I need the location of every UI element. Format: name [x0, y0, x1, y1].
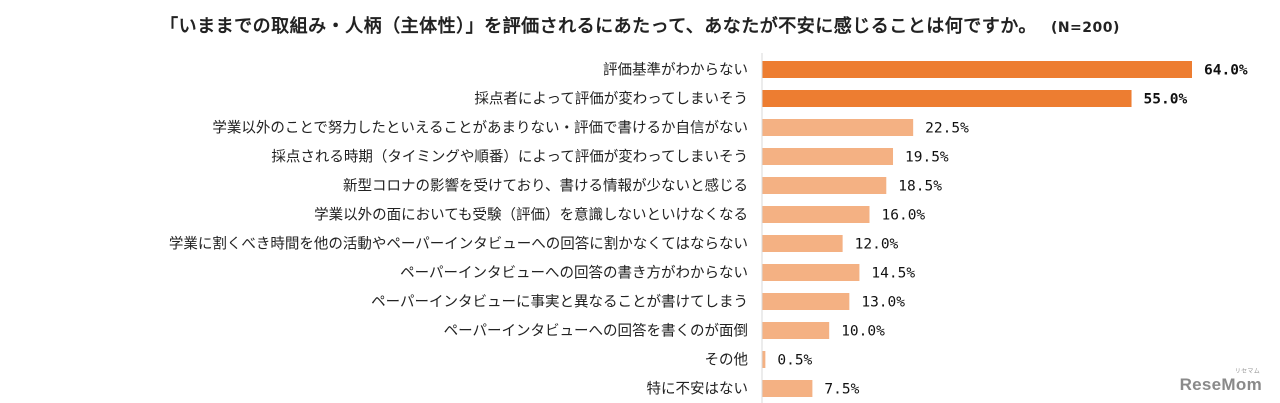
category-label: 採点者によって評価が変わってしまいそう [474, 91, 748, 108]
bar [762, 61, 1192, 78]
bar [762, 264, 860, 281]
category-label: 評価基準がわからない [603, 62, 748, 79]
value-label: 19.5% [905, 150, 949, 166]
category-label: 学業以外のことで努力したといえることがあまりない・評価で書けるか自信がない [212, 120, 748, 137]
value-label: 13.0% [861, 295, 905, 311]
chart-title-text: 「いままでの取組み・人柄（主体性）」を評価されるにあたって、あなたが不安に感じる… [160, 16, 1037, 37]
category-label: 新型コロナの影響を受けており、書ける情報が少ないと感じる [343, 177, 748, 195]
category-label: ペーパーインタビューに事実と異なることが書けてしまう [371, 294, 748, 311]
category-label: 学業以外の面においても受験（評価）を意識しないといけなくなる [314, 206, 748, 224]
category-label: ペーパーインタビューへの回答の書き方がわからない [400, 265, 748, 282]
value-label: 12.0% [855, 237, 899, 253]
bar [762, 206, 870, 223]
bar [762, 235, 843, 252]
value-label: 14.5% [871, 266, 915, 282]
value-label: 0.5% [777, 353, 812, 369]
value-label: 22.5% [925, 121, 969, 137]
bar [762, 322, 830, 339]
value-label: 16.0% [882, 208, 926, 224]
category-label: ペーパーインタビューへの回答を書くのが面倒 [444, 323, 748, 340]
resemom-logo: リセマム ReseMom [1179, 369, 1262, 395]
bar [762, 90, 1132, 107]
bar [762, 380, 813, 397]
value-label: 55.0% [1144, 92, 1188, 108]
bar [762, 148, 894, 165]
bar [762, 177, 887, 194]
value-label: 18.5% [898, 179, 942, 195]
category-label: その他 [705, 352, 749, 369]
sample-size: (N=200) [1050, 20, 1120, 36]
bar [762, 119, 914, 136]
bar [762, 293, 850, 310]
chart-title: 「いままでの取組み・人柄（主体性）」を評価されるにあたって、あなたが不安に感じる… [0, 12, 1280, 38]
category-label: 学業に割くべき時間を他の活動やペーパーインタビューへの回答に割かなくてはならない [169, 236, 748, 253]
category-label: 特に不安はない [647, 381, 749, 398]
bar [762, 351, 766, 368]
value-label: 64.0% [1204, 63, 1248, 79]
category-label: 採点される時期（タイミングや順番）によって評価が変わってしまいそう [271, 149, 748, 166]
value-label: 7.5% [824, 382, 859, 398]
value-label: 10.0% [841, 324, 885, 340]
logo-text: ReseMom [1179, 375, 1262, 394]
logo-small-text: リセマム [1234, 369, 1260, 375]
